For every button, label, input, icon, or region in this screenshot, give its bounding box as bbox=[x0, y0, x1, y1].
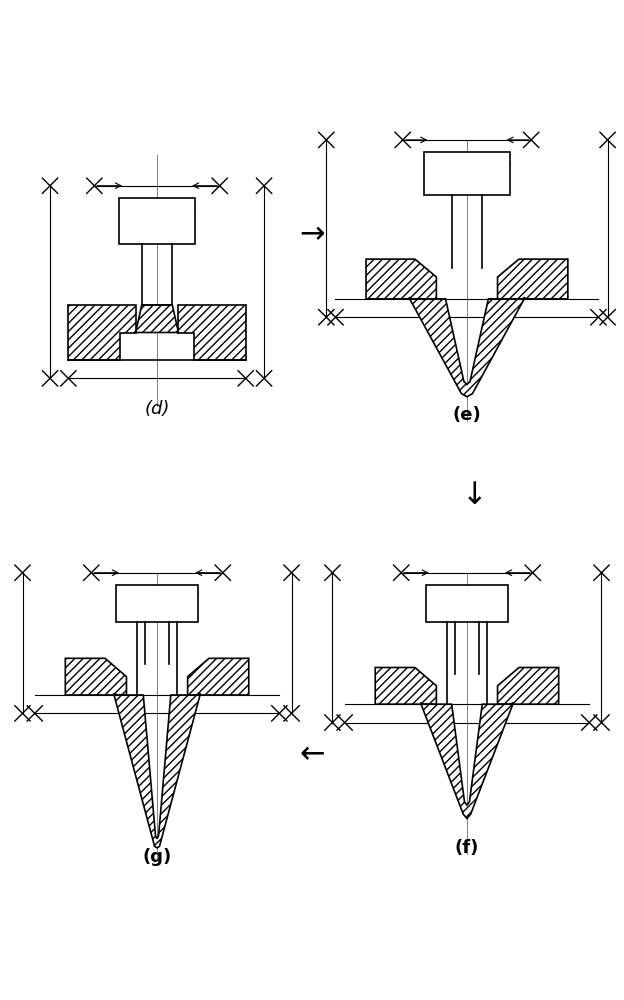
Polygon shape bbox=[421, 703, 514, 819]
Bar bbox=[116, 585, 198, 622]
Polygon shape bbox=[497, 259, 568, 299]
Polygon shape bbox=[188, 658, 249, 695]
Text: ←: ← bbox=[300, 740, 324, 770]
Polygon shape bbox=[375, 667, 436, 704]
Text: (d): (d) bbox=[144, 400, 170, 418]
Polygon shape bbox=[366, 259, 436, 299]
Polygon shape bbox=[69, 305, 135, 360]
Bar bbox=[119, 198, 195, 244]
Polygon shape bbox=[114, 693, 200, 848]
Text: →: → bbox=[300, 221, 324, 249]
Polygon shape bbox=[497, 667, 558, 704]
Polygon shape bbox=[66, 658, 127, 695]
Text: (g): (g) bbox=[142, 848, 172, 866]
Text: ↓: ↓ bbox=[462, 481, 487, 510]
Bar bbox=[424, 152, 510, 195]
Text: (f): (f) bbox=[455, 839, 479, 857]
Polygon shape bbox=[178, 305, 246, 360]
Polygon shape bbox=[135, 305, 178, 333]
Polygon shape bbox=[409, 297, 525, 397]
Text: (e): (e) bbox=[452, 406, 481, 424]
Bar bbox=[426, 585, 508, 622]
